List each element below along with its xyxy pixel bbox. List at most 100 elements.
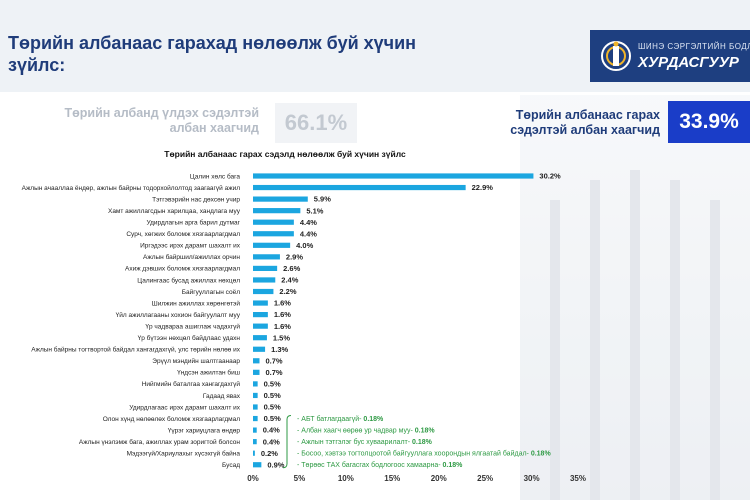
bar (253, 392, 258, 399)
category-label: Цалин хөлс бага (190, 172, 241, 180)
data-label: 0.9% (267, 460, 284, 469)
category-label: Үр чадвараа ашиглаж чадахгүй (145, 322, 240, 330)
x-tick-label: 0% (247, 474, 259, 483)
x-tick-label: 25% (477, 474, 493, 483)
category-label: Байгууллагын соёл (182, 288, 240, 296)
bar (253, 404, 258, 410)
bar (253, 369, 260, 375)
x-tick-label: 5% (294, 474, 306, 483)
annotation: - АБТ батлагдаагүй- 0.18% (297, 415, 384, 423)
stay-motivated-value: 66.1% (275, 103, 357, 143)
data-label: 1.5% (273, 333, 290, 342)
category-label: Шилжин ажиллах хөрөнгөтэй (152, 299, 241, 307)
data-label: 2.4% (281, 276, 298, 285)
data-label: 0.4% (263, 426, 280, 435)
x-tick-label: 30% (524, 474, 540, 483)
data-label: 0.7% (266, 368, 283, 377)
leave-motivated-value: 33.9% (668, 101, 750, 143)
bar (253, 208, 301, 214)
category-label: Удирдлагын арга барил дутмаг (146, 219, 240, 227)
category-label: Удирдлагаас ирэх дарамт шахалт их (129, 404, 240, 411)
annotation: - Төрөөс ТАХ багасгах бодлогоос хамаарна… (297, 461, 463, 469)
bar (253, 265, 278, 271)
category-label: Бусад (222, 462, 240, 469)
bar (253, 450, 255, 456)
bar (253, 323, 268, 329)
header-banner: Төрийн албанаас гарахад нөлөөлж буй хүчи… (0, 0, 750, 92)
bar (253, 427, 257, 433)
data-label: 0.7% (266, 356, 283, 365)
data-label: 0.2% (261, 449, 278, 458)
bar (253, 242, 291, 248)
data-label: 5.9% (314, 195, 331, 204)
bar (253, 196, 308, 202)
category-label: Олон хүнд нөлөөлөх боломж хязгаарлагдмал (103, 415, 241, 423)
data-label: 1.6% (274, 299, 291, 308)
data-label: 1.6% (274, 322, 291, 331)
data-label: 4.4% (300, 229, 317, 238)
annotation-bracket (282, 415, 292, 469)
category-label: Гадаад явах (203, 393, 241, 400)
emblem-icon (601, 41, 631, 71)
page-title: Төрийн албанаас гарахад нөлөөлж буй хүчи… (8, 33, 417, 75)
data-label: 1.3% (271, 345, 288, 354)
annotation: - Ажлын тэтгэлэг бус хуваарилалт- 0.18% (297, 438, 433, 446)
bar (253, 277, 276, 283)
data-label: 4.4% (300, 218, 317, 227)
category-label: Мэдээгүй/Хариулахыг хүсэхгүй байна (127, 450, 241, 458)
data-label: 0.5% (264, 414, 281, 423)
bar (253, 231, 294, 237)
bar (253, 335, 267, 341)
bar (253, 184, 466, 191)
data-label: 1.6% (274, 310, 291, 319)
data-label: 2.2% (279, 287, 296, 296)
data-label: 5.1% (306, 206, 323, 215)
bar (253, 254, 280, 260)
logo-title: ХУРДАСГУУР (638, 54, 739, 71)
category-label: Ажлын ачааллаа ёндөр, ажлын байрны тодор… (22, 184, 241, 192)
bar (253, 462, 262, 468)
category-label: Цалингаас бусад ажиллах нөхцөл (137, 276, 240, 284)
category-label: Үүрэг хариуцлага өндөр (168, 427, 241, 434)
bar (253, 173, 534, 179)
category-label: Хамт ажиллагсдын харилцаа, хандлага муу (108, 208, 241, 215)
bar (253, 219, 294, 225)
stay-motivated-label: Төрийн албанд үлдэх сэдэлтэй албан хаагч… (64, 106, 259, 135)
x-tick-label: 20% (431, 474, 447, 483)
data-label: 0.5% (264, 403, 281, 412)
data-label: 22.9% (472, 183, 494, 192)
bar (253, 288, 274, 295)
bar (253, 312, 268, 318)
bar (253, 300, 268, 306)
data-label: 30.2% (539, 172, 561, 181)
category-label: Эрүүл мэндийн шалтгаанаар (152, 357, 240, 365)
category-label: Нийгмийн баталгаа хангагдахгүй (142, 380, 241, 388)
category-label: Үндсэн ажилтан биш (177, 369, 240, 377)
category-label: Иргэдээс ирэх дарамт шахалт их (140, 243, 241, 250)
logo-subtitle: ШИНЭ СЭРГЭЛТИЙН БОДЛОГО (638, 42, 750, 51)
category-label: Тэтгэвэрийн нас дөхсөн учир (152, 195, 240, 203)
category-label: Ажлын байршил/ажиллах орчин (143, 253, 240, 261)
chart-title: Төрийн албанаас гарах сэдэлд нөлөөлж буй… (164, 149, 406, 159)
data-label: 0.5% (264, 380, 281, 389)
category-label: Ахиж дэвших боломж хязгаарлагдмал (125, 265, 240, 273)
bar (253, 439, 257, 445)
x-tick-label: 15% (384, 474, 400, 483)
data-label: 2.6% (283, 264, 300, 273)
data-label: 0.5% (264, 391, 281, 400)
annotation: - Босоо, хэвтээ тогтолцоотой байгууллага… (297, 450, 551, 458)
category-label: Сурч, хөгжих боломж хязгаарлагдмал (126, 230, 240, 238)
bar-chart: Төрийн албанаас гарах сэдэлд нөлөөлж буй… (22, 149, 586, 483)
data-label: 0.4% (263, 437, 280, 446)
logo: ШИНЭ СЭРГЭЛТИЙН БОДЛОГО ХУРДАСГУУР (590, 30, 750, 82)
x-tick-label: 10% (338, 474, 354, 483)
data-label: 4.0% (296, 241, 313, 250)
leave-motivated-label: Төрийн албанаас гарах сэдэлтэй албан хаа… (510, 108, 660, 137)
bar (253, 358, 260, 364)
category-label: Үр бүтээн нөхцөл байдлаас удахн (138, 334, 241, 342)
category-label: Ажлын байрны тогтвортой байдал хангагдах… (31, 346, 240, 354)
background-building (520, 95, 750, 500)
category-label: Ажлын үнэлэмж бага, ажиллах урам зоригто… (79, 438, 240, 446)
category-label: Үйл ажиллагааны хохион байгуулалт муу (116, 311, 241, 319)
annotation: - Албан хаагч өөрөө ур чадвар муу- 0.18% (297, 426, 435, 434)
